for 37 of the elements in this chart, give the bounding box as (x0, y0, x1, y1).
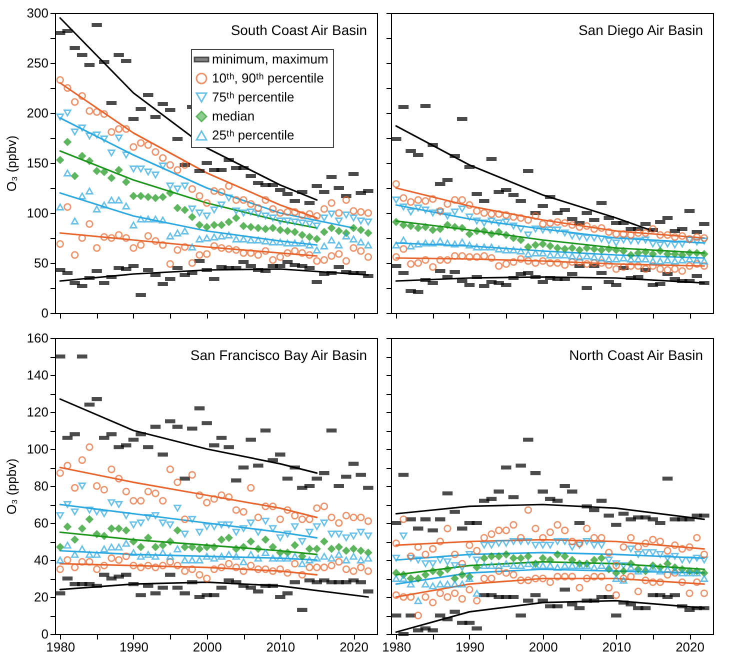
y-tick-label: 160 (26, 330, 48, 346)
legend-label: 25ᵗʰ percentile (212, 128, 294, 142)
y-tick-label: 150 (26, 156, 48, 170)
y-tick-label: 100 (26, 442, 48, 456)
y-tick-label: 120 (26, 404, 48, 420)
y-tick-label: 0 (41, 626, 48, 642)
y-tick-label: 200 (26, 106, 48, 120)
x-tick-label: 2000 (528, 640, 558, 652)
text: North Coast Air Basin (569, 347, 703, 363)
y-tick-label: 20 (34, 590, 48, 604)
y-tick-label: 140 (26, 368, 48, 382)
x-tick-label: 1980 (382, 640, 412, 652)
y-tick-label: 100 (26, 206, 48, 220)
x-tick-label: 1990 (120, 640, 148, 652)
y-tick-label: 300 (26, 6, 48, 20)
y-tick-label: 0 (41, 306, 48, 320)
x-tick-label: 2020 (340, 640, 368, 652)
y-axis-title: O₃ (ppbv) (4, 136, 19, 192)
legend-label: median (212, 108, 255, 124)
y-tick-label: 80 (34, 478, 48, 494)
y-tick-label: 40 (34, 552, 48, 568)
y-axis-title: O₃ (ppbv) (4, 458, 19, 514)
x-tick-label: 2000 (192, 640, 222, 652)
legend-label: 75ᵗʰ percentile (212, 90, 294, 104)
legend-label: 10ᵗʰ, 90ᵗʰ percentile (212, 70, 324, 86)
x-tick-label: 2020 (676, 640, 704, 652)
y-tick-label: 250 (26, 56, 48, 70)
x-tick-label: 1980 (46, 640, 76, 652)
x-tick-label: 2010 (602, 640, 632, 652)
text: San Francisco Bay Air Basin (190, 347, 367, 363)
y-tick-label: 60 (34, 516, 48, 530)
text: San Diego Air Basin (578, 22, 703, 38)
text: South Coast Air Basin (230, 22, 367, 38)
x-tick-label: 1990 (456, 640, 484, 652)
x-tick-label: 2010 (266, 640, 296, 652)
y-tick-label: 50 (34, 256, 48, 270)
legend-label: minimum, maximum (212, 52, 328, 66)
